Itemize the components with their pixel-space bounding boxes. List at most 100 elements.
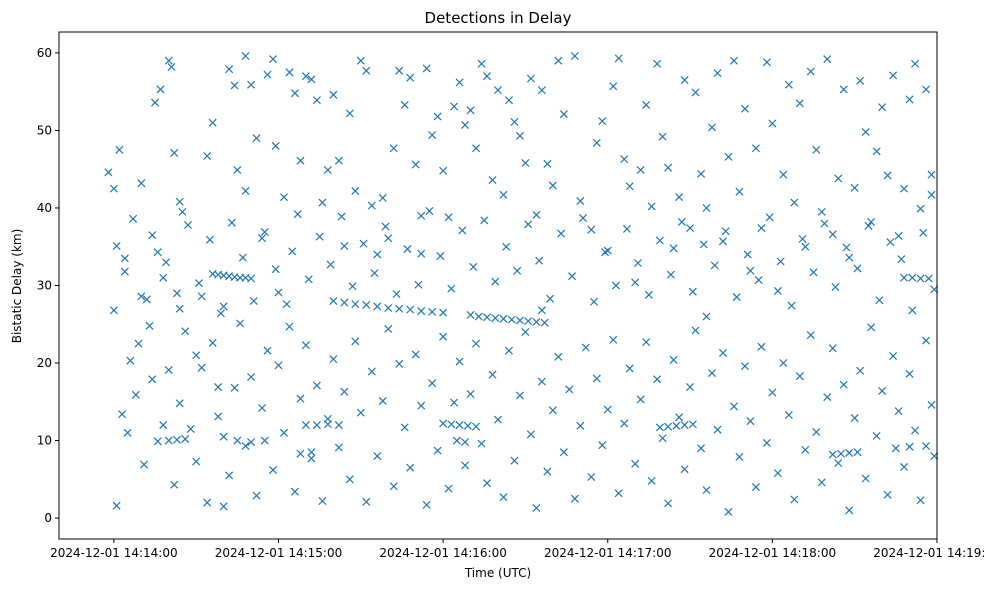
data-point-marker [779,170,788,179]
data-point-marker [779,358,788,368]
data-point-marker [751,483,760,492]
data-point-marker [439,332,448,341]
data-point-marker [493,86,503,95]
data-point-marker [625,182,634,191]
data-point-marker [274,288,283,297]
data-point-marker [417,307,426,316]
data-point-marker [214,383,223,392]
data-point-marker [447,420,456,429]
data-point-marker [318,496,327,506]
data-point-marker [104,168,113,177]
data-point-marker [609,335,618,344]
data-point-marker [622,224,631,233]
data-point-marker [691,88,700,97]
data-point-marker [271,265,280,274]
data-point-marker [798,234,807,244]
data-point-marker [444,484,453,493]
data-point-marker [178,207,187,216]
data-point-marker [850,183,859,192]
data-point-marker [614,489,623,498]
data-point-marker [905,442,914,451]
data-point-marker [241,186,250,195]
data-point-marker [526,74,535,83]
data-point-marker [688,420,697,429]
data-point-marker [351,337,360,346]
data-point-marker [444,213,453,222]
data-point-marker [579,214,588,223]
data-point-marker [428,379,437,388]
data-point-marker [540,318,549,327]
data-point-marker [823,393,832,402]
data-point-marker [504,96,513,105]
data-point-marker [702,312,711,321]
data-point-marker [900,273,909,282]
data-point-marker [790,198,799,207]
data-point-marker [762,438,771,447]
data-point-marker [447,284,456,293]
data-point-marker [345,109,354,118]
data-point-marker [867,323,876,332]
data-point-marker [181,327,190,336]
data-point-marker [853,448,862,457]
data-point-marker [554,352,563,361]
data-point-marker [891,444,900,453]
y-tick-label: 10 [37,434,52,448]
data-point-marker [568,272,577,281]
data-point-marker [378,396,387,406]
data-point-marker [642,338,651,347]
data-point-marker [713,425,722,434]
data-point-marker [247,372,256,382]
data-point-marker [491,314,500,323]
data-point-marker [911,59,920,68]
chart-title: Detections in Delay [425,9,572,27]
x-axis-label: Time (UTC) [464,566,531,580]
data-point-marker [491,277,500,286]
data-point-marker [373,452,382,461]
data-point-marker [762,58,771,67]
data-point-marker [378,193,387,202]
data-point-marker [658,434,667,443]
data-point-marker [400,423,409,432]
y-tick-label: 60 [37,46,52,60]
data-point-marker [472,422,481,431]
data-point-marker [521,327,530,337]
data-point-marker [537,377,546,386]
x-axis-ticks: 2024-12-01 14:14:00 2024-12-01 14:15:00 20… [50,539,985,560]
data-point-marker [258,234,267,243]
data-point-marker [515,391,524,400]
data-point-marker [743,250,752,259]
data-point-marker [883,490,892,499]
data-point-marker [192,351,201,360]
data-point-marker [142,295,151,304]
data-point-marker [675,413,684,422]
data-point-marker [268,465,278,475]
data-point-marker [214,412,223,421]
data-point-marker [493,415,503,424]
data-point-marker [395,304,404,313]
data-point-marker [159,421,168,430]
data-point-marker [488,176,497,185]
data-point-marker [655,423,664,432]
data-point-marker [631,278,640,287]
data-point-marker [664,422,673,431]
data-point-marker [707,369,717,378]
data-point-marker [477,439,486,448]
data-point-marker [499,190,508,199]
data-point-marker [241,52,250,61]
data-point-marker [403,245,412,254]
data-point-marker [729,56,738,65]
data-point-marker [680,421,689,430]
data-point-marker [252,491,261,500]
data-point-marker [452,436,461,445]
data-point-marker [600,248,610,257]
data-point-marker [373,250,382,259]
data-point-marker [924,274,933,283]
data-point-marker [433,446,442,455]
data-point-marker [680,76,689,85]
data-point-marker [279,193,289,202]
data-point-marker [230,81,239,90]
data-point-marker [927,170,936,179]
data-point-marker [757,342,766,351]
data-point-marker [666,270,675,279]
